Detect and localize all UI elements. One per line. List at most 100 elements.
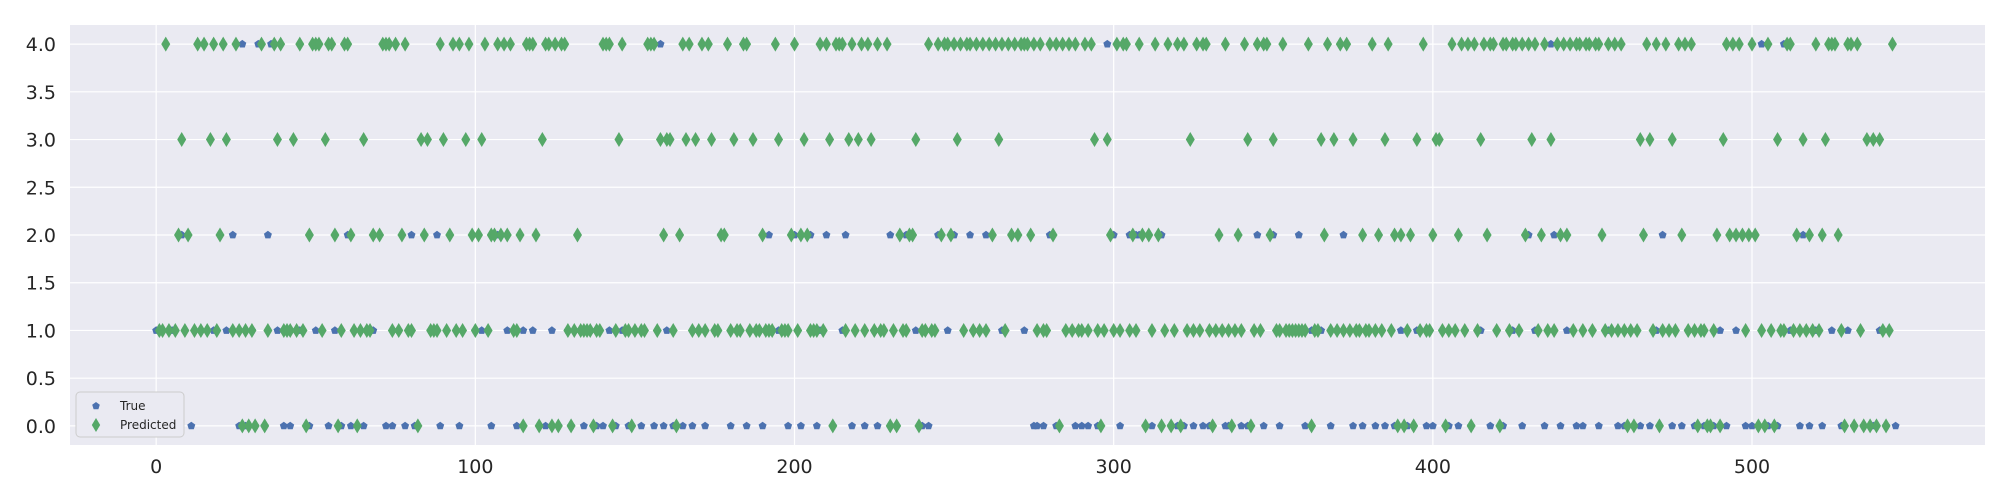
true-point [966,230,974,239]
predicted-point [624,322,634,338]
predicted-point [237,418,247,434]
predicted-point [671,418,681,434]
predicted-point [1686,36,1696,52]
true-point [1033,421,1042,430]
y-tick-label: 0.0 [26,416,56,438]
predicted-point [1153,227,1163,243]
predicted-point [196,322,206,338]
x-tick-label: 300 [1096,456,1132,478]
predicted-point [1386,322,1396,338]
predicted-point [786,227,796,243]
true-point [503,326,512,334]
predicted-point [1852,36,1862,52]
true-point [726,421,735,430]
true-point [519,326,528,334]
predicted-point [850,322,860,338]
predicted-point [1354,322,1364,338]
predicted-point [566,418,576,434]
predicted-point [984,36,994,52]
predicted-point [1820,132,1830,148]
predicted-point [1240,36,1250,52]
predicted-point [1179,36,1189,52]
predicted-point [483,322,493,338]
predicted-point [537,132,547,148]
true-point [662,326,671,334]
predicted-point [1380,132,1390,148]
true-point [765,230,773,239]
true-point [1422,421,1431,430]
predicted-point [1023,36,1032,52]
predicted-point [180,322,190,338]
true-point [330,326,339,334]
y-tick-label: 3.5 [26,82,56,104]
true-point [1237,421,1246,430]
predicted-point [454,36,464,52]
predicted-point [1463,36,1473,52]
predicted-point [1741,322,1751,338]
predicted-point [1399,418,1409,434]
predicted-point [1163,36,1173,52]
true-point [1578,421,1587,430]
predicted-point [847,36,857,52]
predicted-point [758,227,768,243]
predicted-point [493,36,503,52]
predicted-point [218,36,228,52]
predicted-point [193,36,203,52]
predicted-point [713,322,723,338]
predicted-point [205,132,215,148]
predicted-point [1482,227,1492,243]
predicted-point [269,36,279,52]
true-point [346,421,355,430]
predicted-point [1600,322,1610,338]
predicted-point [1479,36,1489,52]
predicted-point [911,132,921,148]
predicted-point [1721,36,1731,52]
true-point [886,230,895,239]
predicted-point [655,132,665,148]
predicted-point [767,322,777,338]
true-point [1259,421,1268,430]
predicted-point [1635,132,1645,148]
predicted-point [1070,36,1080,52]
true-point [924,421,933,430]
true-point [688,421,697,430]
predicted-point [1013,227,1023,243]
true-point [637,421,646,430]
predicted-point [1147,322,1157,338]
predicted-point [442,322,452,338]
predicted-point [1556,227,1566,243]
predicted-point [416,132,426,148]
predicted-point [1402,322,1412,338]
predicted-point [518,418,528,434]
predicted-point [1540,36,1550,52]
predicted-point [1125,322,1135,338]
predicted-point [1319,227,1329,243]
predicted-point [1504,322,1514,338]
predicted-point [1661,36,1671,52]
predicted-point [793,322,803,338]
predicted-point [391,36,401,52]
predicted-point [464,36,474,52]
predicted-point [1342,36,1352,52]
predicted-point [1099,322,1109,338]
true-point [1843,326,1852,334]
predicted-point [930,322,940,338]
true-point [487,421,496,430]
predicted-point [1728,36,1738,52]
predicted-point [1651,36,1661,52]
predicted-point [1811,36,1821,52]
legend-true-marker [92,402,100,410]
predicted-point [1664,322,1674,338]
predicted-point [627,418,637,434]
predicted-point [1434,132,1444,148]
predicted-point [336,322,346,338]
predicted-point [1227,418,1237,434]
true-point [656,39,665,48]
y-tick-label: 4.0 [26,34,56,56]
predicted-point [1623,418,1633,434]
predicted-point [1648,322,1658,338]
predicted-point [853,132,863,148]
predicted-point [691,132,701,148]
predicted-point [260,418,270,434]
predicted-point [528,36,538,52]
